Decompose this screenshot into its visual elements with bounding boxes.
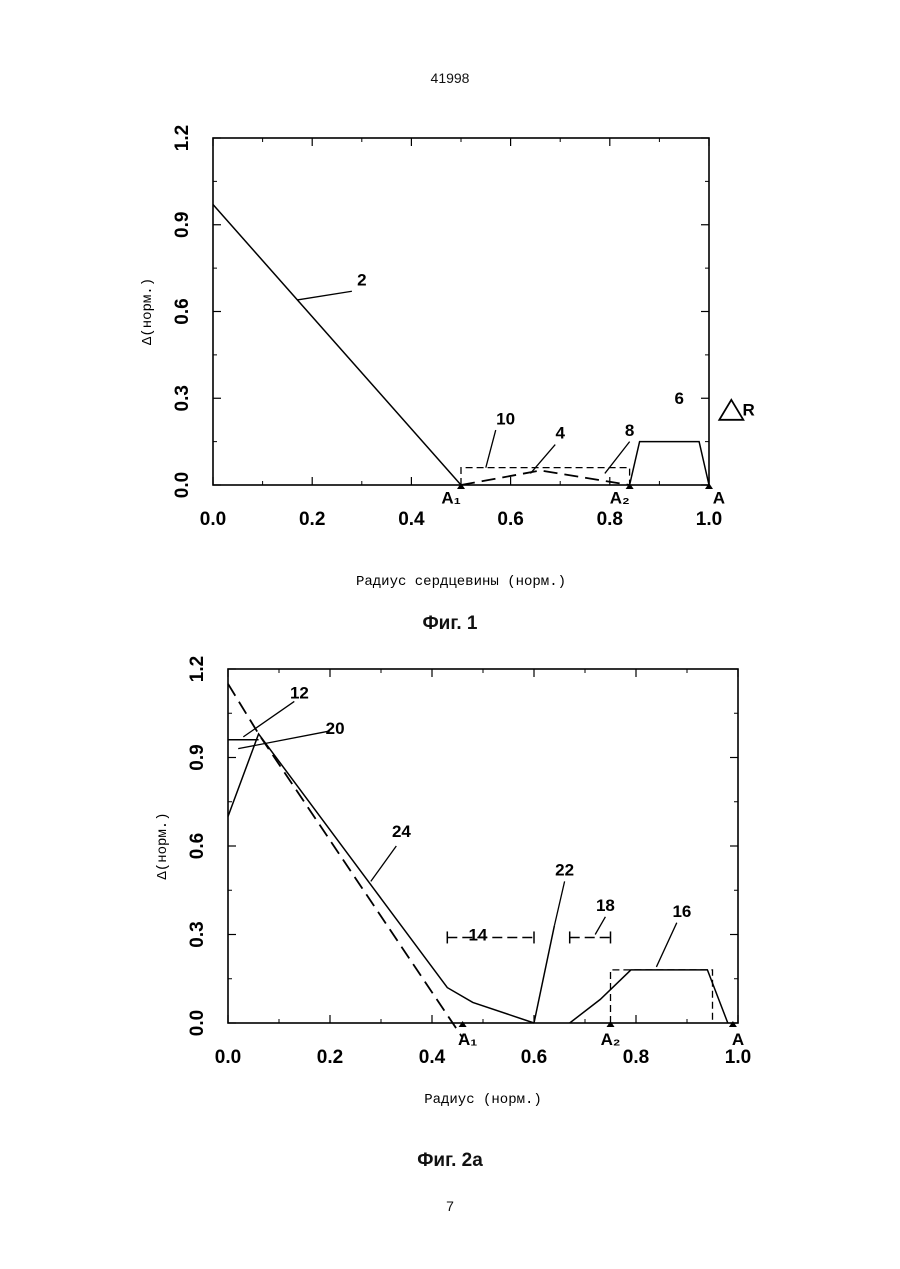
- annotation-leader: [595, 917, 605, 935]
- x-tick-label: 0.2: [317, 1047, 343, 1068]
- x-tick-label: 1.0: [696, 509, 722, 530]
- fig1-caption: Фиг. 1: [0, 613, 900, 635]
- annotation-label-24: 24: [392, 822, 411, 841]
- y-tick-label: 0.9: [187, 744, 208, 770]
- delta-r-icon: [719, 400, 743, 420]
- annotation-label-18: 18: [596, 896, 615, 915]
- annotation-leader: [554, 881, 564, 925]
- x-tick-label: 0.8: [597, 509, 623, 530]
- x-tick-label: 0.4: [398, 509, 425, 530]
- series-line-2: [213, 205, 461, 486]
- x-tick-label: 0.4: [419, 1047, 446, 1068]
- annotation-label-14: 14: [468, 925, 487, 944]
- series-line-6: [630, 442, 709, 485]
- x-tick-label: 1.0: [725, 1047, 751, 1068]
- y-tick-label: 0.9: [172, 212, 193, 238]
- annotation-leader: [243, 701, 294, 736]
- annotation-leader: [530, 445, 555, 474]
- y-tick-label: 0.3: [172, 385, 193, 411]
- boundary-arrow: [607, 1021, 615, 1027]
- y-tick-label: 1.2: [172, 125, 193, 151]
- annotation-label-R: R: [743, 401, 755, 420]
- x-axis-title: Радиус (норм.): [424, 1092, 542, 1108]
- boundary-arrow: [705, 483, 713, 489]
- annotation-label-2: 2: [357, 270, 366, 289]
- fig2-caption: Фиг. 2a: [0, 1150, 900, 1172]
- annotation-label-A2: A₂: [601, 1030, 621, 1049]
- annotation-leader: [656, 923, 676, 967]
- x-tick-label: 0.6: [497, 509, 523, 530]
- series-line-22: [534, 926, 554, 1023]
- series-line-24: [228, 734, 534, 1023]
- y-axis-title: Δ(норм.): [155, 812, 171, 879]
- annotation-label-A: A: [732, 1030, 744, 1049]
- page-number: 7: [0, 1198, 900, 1214]
- annotation-label-A2: A₂: [610, 489, 630, 508]
- annotation-label-A1: A₁: [458, 1030, 477, 1049]
- x-tick-label: 0.8: [623, 1047, 649, 1068]
- annotation-label-A1: A₁: [441, 489, 460, 508]
- y-tick-label: 0.0: [187, 1010, 208, 1036]
- chart-fig1: 0.0 0.2 0.4 0.6 0.8 1.0 0.0 0.3 0.6 0.9 1.2 Радиус …: [140, 125, 755, 590]
- boundary-arrow: [459, 1021, 467, 1027]
- x-tick-label: 0.0: [200, 509, 226, 530]
- annotation-label-6: 6: [675, 389, 684, 408]
- series-line-12: [228, 684, 463, 1038]
- annotation-leader: [371, 846, 397, 881]
- annotation-label-8: 8: [625, 421, 634, 440]
- chart-fig2: 0.0 0.2 0.4 0.6 0.8 1.0 0.0 0.3 0.6 0.9 1.2 Радиус …: [155, 656, 751, 1108]
- y-tick-label: 0.6: [187, 833, 208, 859]
- y-tick-label: 1.2: [187, 656, 208, 682]
- x-axis-title: Радиус сердцевины (норм.): [356, 574, 566, 590]
- series-line-16: [570, 970, 728, 1023]
- x-tick-label: 0.6: [521, 1047, 547, 1068]
- series-line-16-box: [611, 970, 713, 1023]
- annotation-leader: [605, 442, 630, 474]
- boundary-arrow: [729, 1021, 737, 1027]
- y-tick-label: 0.0: [172, 472, 193, 498]
- annotation-leader: [297, 291, 352, 300]
- annotation-label-20: 20: [326, 719, 345, 738]
- annotation-label-12: 12: [290, 684, 309, 703]
- x-tick-label: 0.2: [299, 509, 325, 530]
- plot-frame: [213, 138, 709, 485]
- annotation-leader: [486, 430, 496, 468]
- series-line-4: [461, 471, 630, 486]
- annotation-label-A: A: [713, 489, 725, 508]
- y-tick-label: 0.6: [172, 298, 193, 324]
- x-tick-label: 0.0: [215, 1047, 241, 1068]
- y-tick-label: 0.3: [187, 921, 208, 947]
- annotation-label-4: 4: [555, 424, 565, 443]
- annotation-label-10: 10: [496, 409, 515, 428]
- series-line-10: [461, 468, 630, 485]
- y-axis-title: Δ(норм.): [140, 278, 156, 345]
- annotation-label-16: 16: [672, 902, 691, 921]
- annotation-label-22: 22: [555, 861, 574, 880]
